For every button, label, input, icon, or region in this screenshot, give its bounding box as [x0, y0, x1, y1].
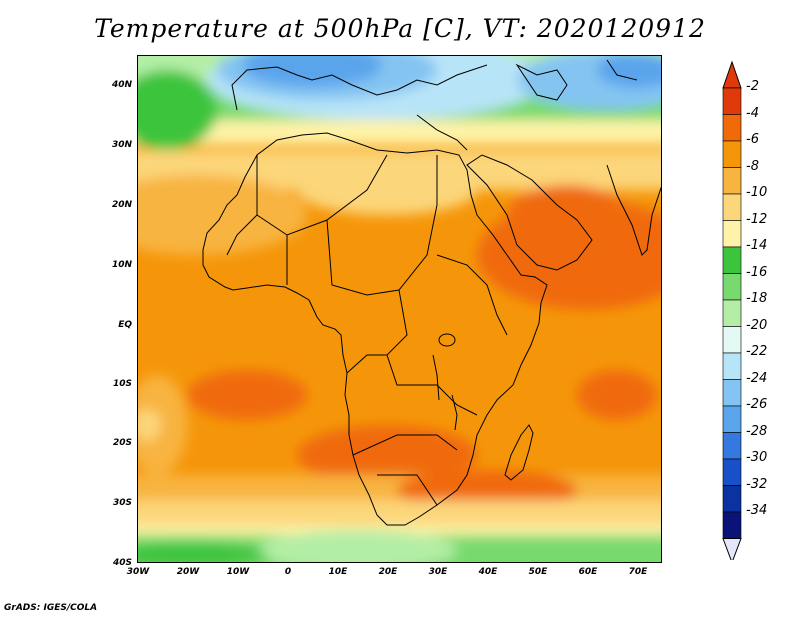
colorbar-swatch: [722, 352, 742, 380]
chart-title: Temperature at 500hPa [C], VT: 202012091…: [94, 14, 706, 43]
lon-label: 30E: [428, 567, 448, 577]
colorbar-label: -2: [746, 79, 759, 94]
lat-label: 30N: [111, 140, 132, 150]
coastlines: [202, 59, 662, 526]
colorbar-swatch: [722, 114, 742, 142]
lon-label: 10E: [328, 567, 348, 577]
lon-label: 70E: [628, 567, 648, 577]
colorbar-label: -20: [746, 317, 768, 333]
lat-label: 20S: [112, 438, 132, 448]
colorbar-swatch: [722, 87, 742, 115]
lon-label: 40E: [478, 567, 498, 577]
colorbar-swatch: [722, 432, 742, 460]
lon-label: 60E: [578, 567, 598, 577]
credit-text: GrADS: IGES/COLA: [4, 603, 98, 613]
colorbar-swatch: [722, 220, 742, 248]
colorbar-swatch: [722, 485, 742, 513]
colorbar-label: -24: [746, 370, 768, 386]
colorbar-swatch: [722, 193, 742, 221]
lon-label: 20E: [378, 567, 398, 577]
colorbar-label: -14: [746, 238, 768, 253]
colorbar-label: -28: [746, 423, 768, 439]
lat-label: 20N: [111, 200, 132, 210]
colorbar-swatch: [722, 299, 742, 327]
colorbar-swatch: [722, 458, 742, 486]
colorbar-swatch: [722, 273, 742, 301]
colorbar-swatch: [722, 379, 742, 407]
colorbar-label: -18: [746, 291, 768, 306]
colorbar-label: -22: [746, 344, 768, 359]
lat-label: EQ: [118, 320, 132, 330]
lon-label: 0: [284, 567, 292, 577]
lat-label: 10S: [112, 379, 132, 389]
colorbar-under-triangle: [722, 538, 742, 560]
lat-label: 30S: [112, 498, 132, 508]
temperature-map: [137, 55, 662, 563]
colorbar-label: -8: [746, 158, 759, 174]
lat-label: 40S: [112, 558, 132, 568]
colorbar-label: -4: [746, 105, 759, 121]
colorbar-label: -32: [746, 476, 768, 492]
colorbar-swatch: [722, 511, 742, 539]
lat-label: 40N: [111, 80, 132, 90]
lon-label: 10W: [226, 567, 250, 577]
lon-label: 50E: [528, 567, 548, 577]
colorbar-swatch: [722, 140, 742, 168]
colorbar-swatch: [722, 246, 742, 274]
colorbar-label: -6: [746, 132, 759, 147]
colorbar-swatch: [722, 167, 742, 195]
colorbar-label: -10: [746, 185, 768, 200]
colorbar-label: -26: [746, 397, 768, 412]
colorbar-label: -12: [746, 211, 768, 227]
colorbar-label: -34: [746, 503, 768, 518]
colorbar-label: -16: [746, 264, 768, 280]
colorbar-label: -30: [746, 450, 768, 465]
colorbar-swatch: [722, 326, 742, 354]
map-border: [137, 55, 662, 563]
lat-label: 10N: [111, 260, 132, 270]
lon-label: 20W: [176, 567, 200, 577]
colorbar-over-triangle: [722, 60, 742, 89]
colorbar: [722, 60, 742, 560]
colorbar-swatch: [722, 405, 742, 433]
lon-label: 30W: [126, 567, 150, 577]
